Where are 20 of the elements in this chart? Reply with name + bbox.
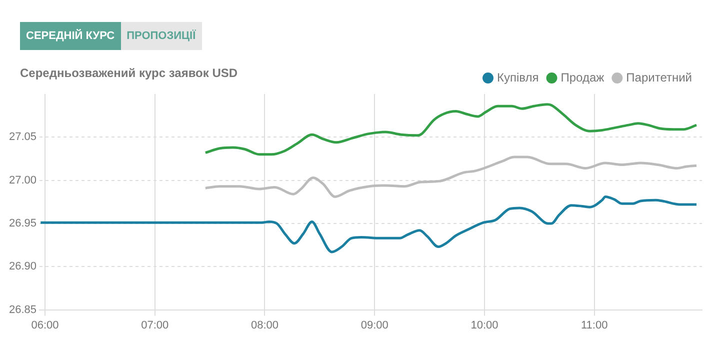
- text: ПРОПОЗИЦІЇ: [120, 22, 202, 50]
- legend-label: Купівля: [496, 70, 539, 84]
- chart-title: Середньозважений курс заявок USD: [20, 66, 238, 80]
- text: СЕРЕДНІЙ КУРС: [20, 22, 121, 50]
- y-tick-label: 27.05: [8, 131, 37, 144]
- y-tick-label: 26.90: [8, 260, 37, 273]
- legend-label: Продаж: [560, 70, 604, 84]
- x-tick-label: 08:00: [250, 319, 279, 332]
- line-series: [204, 156, 698, 198]
- x-tick-label: 06:00: [31, 319, 59, 332]
- y-tick-label: 26.85: [8, 304, 37, 316]
- x-tick-label: 07:00: [141, 319, 169, 332]
- x-tick-label: 09:00: [360, 319, 388, 332]
- line-series: [40, 195, 698, 254]
- line-series: [204, 103, 698, 156]
- y-tick-label: 26.95: [8, 218, 37, 230]
- y-tick-label: 27.00: [8, 174, 37, 186]
- legend-label: Паритетний: [626, 70, 692, 84]
- x-tick-label: 10:00: [470, 319, 498, 332]
- x-tick-label: 11:00: [580, 319, 608, 332]
